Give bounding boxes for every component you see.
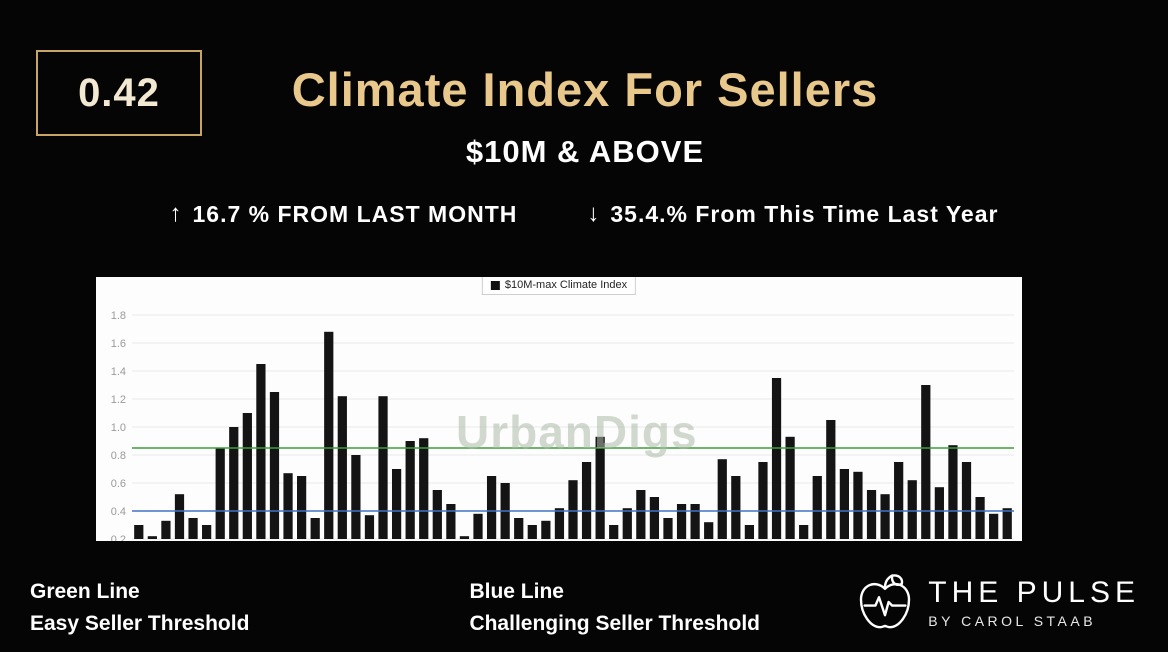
chart-legend: $10M-max Climate Index [481,277,637,295]
blue-line-title: Blue Line [469,580,564,603]
branding: THE PULSE BY CAROL STAAB [856,572,1140,632]
climate-index-chart: 1.8 1.6 1.4 1.2 1.0 0.8 0.6 0.4 0.2 UrbanDigs $1… [96,277,1022,541]
brand-text: THE PULSE BY CAROL STAAB [928,576,1140,629]
stat-from-last-year-label: 35.4.% From This Time Last Year [610,200,999,227]
svg-text:0.8: 0.8 [111,450,126,462]
down-arrow-icon: ↓ [587,200,601,227]
green-line-title: Green Line [30,580,140,603]
svg-text:1.6: 1.6 [111,338,126,350]
brand-name: THE PULSE [928,575,1140,609]
brand-byline: BY CAROL STAAB [928,612,1097,629]
blue-line-note: Blue Line Challenging Seller Threshold [469,576,760,639]
svg-text:1.2: 1.2 [111,394,126,406]
svg-text:0.2: 0.2 [111,534,126,541]
green-line-note: Green Line Easy Seller Threshold [30,576,249,639]
climate-index-score-box: 0.42 [36,50,202,136]
page-title: Climate Index For Sellers [291,63,879,116]
legend-swatch-icon [490,280,500,290]
climate-index-score: 0.42 [78,70,160,115]
stat-from-last-month-label: 16.7 % FROM LAST MONTH [192,200,518,227]
legend-label: $10M-max Climate Index [504,279,628,291]
svg-text:1.4: 1.4 [111,366,126,378]
svg-text:0.6: 0.6 [111,478,126,490]
threshold-notes: Green Line Easy Seller Threshold Blue Li… [30,576,760,639]
svg-text:1.0: 1.0 [111,422,126,434]
svg-text:1.8: 1.8 [111,310,126,322]
stat-from-last-year: ↓ 35.4.% From This Time Last Year [587,200,998,228]
green-line-desc: Easy Seller Threshold [30,611,250,635]
stat-from-last-month: ↑ 16.7 % FROM LAST MONTH [170,200,518,228]
stats-row: ↑ 16.7 % FROM LAST MONTH ↓ 35.4.% From T… [0,200,1168,228]
svg-text:0.4: 0.4 [111,506,126,518]
blue-line-desc: Challenging Seller Threshold [469,611,760,635]
bar-chart-canvas: 1.8 1.6 1.4 1.2 1.0 0.8 0.6 0.4 0.2 [111,310,1014,541]
apple-pulse-icon [860,574,911,629]
page-subtitle: $10M & ABOVE [465,134,705,169]
up-arrow-icon: ↑ [169,200,183,227]
